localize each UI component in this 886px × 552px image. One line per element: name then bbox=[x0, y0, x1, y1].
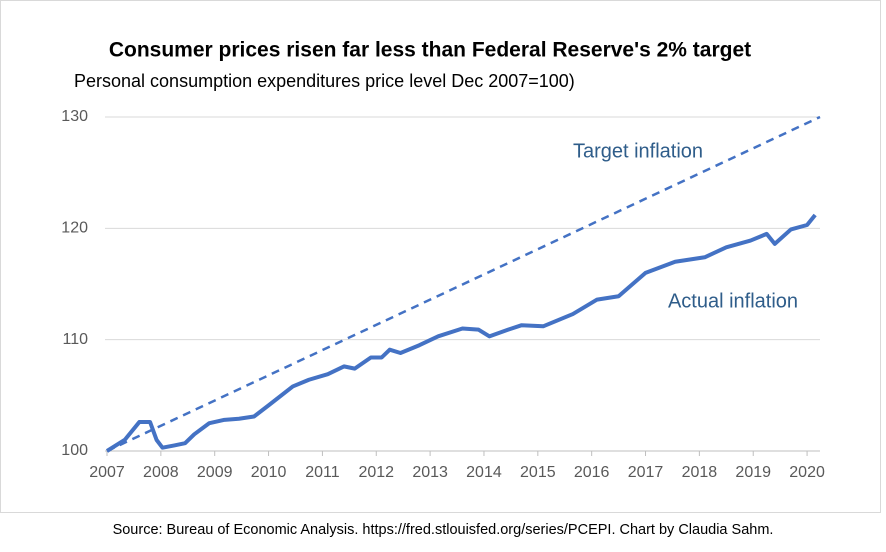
series-label: Actual inflation bbox=[668, 290, 798, 312]
x-tick-label: 2016 bbox=[574, 464, 610, 481]
x-tick-label: 2008 bbox=[143, 464, 179, 481]
x-tick-label: 2015 bbox=[520, 464, 556, 481]
x-tick-label: 2014 bbox=[466, 464, 502, 481]
x-tick-label: 2011 bbox=[305, 464, 340, 481]
chart-title: Consumer prices risen far less than Fede… bbox=[109, 39, 751, 62]
x-tick-label: 2013 bbox=[412, 464, 448, 481]
y-tick-label: 100 bbox=[61, 442, 88, 459]
x-tick-label: 2018 bbox=[682, 464, 718, 481]
x-tick-label: 2009 bbox=[197, 464, 233, 481]
series-label: Target inflation bbox=[573, 140, 703, 162]
x-tick-label: 2007 bbox=[89, 464, 125, 481]
y-tick-label: 120 bbox=[61, 220, 88, 237]
y-tick-label: 110 bbox=[62, 331, 88, 348]
chart-subtitle: Personal consumption expenditures price … bbox=[74, 71, 575, 91]
chart-border bbox=[0, 0, 881, 513]
y-tick-label: 130 bbox=[61, 108, 88, 125]
x-tick-label: 2010 bbox=[251, 464, 287, 481]
line bbox=[105, 213, 817, 453]
line bbox=[106, 115, 821, 453]
x-tick-label: 2020 bbox=[789, 464, 825, 481]
x-tick-label: 2012 bbox=[358, 464, 394, 481]
x-tick-label: 2017 bbox=[628, 464, 664, 481]
x-tick-label: 2019 bbox=[735, 464, 771, 481]
source-note: Source: Bureau of Economic Analysis. htt… bbox=[113, 522, 774, 538]
